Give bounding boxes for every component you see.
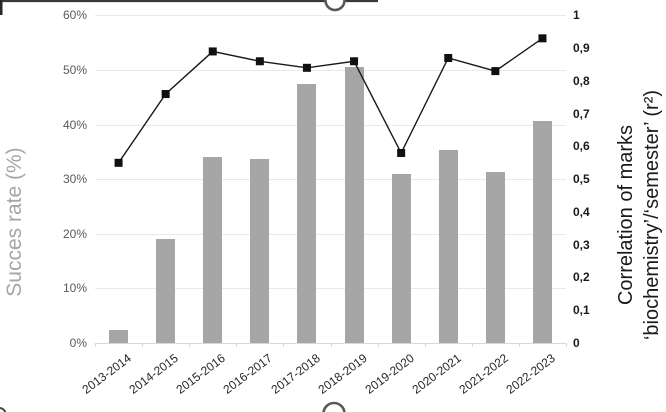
line-marker: [538, 34, 547, 43]
gridline: [95, 288, 566, 290]
bar: [109, 329, 129, 343]
x-axis-tick: [566, 343, 567, 347]
line-marker: [397, 148, 406, 157]
x-axis-label: 2014-2015: [126, 351, 182, 397]
bar: [485, 171, 505, 343]
line-marker: [255, 57, 264, 66]
x-axis-tick: [95, 343, 96, 347]
y-axis-tick-label-left: 30%: [62, 172, 87, 187]
bar: [250, 158, 270, 343]
bar: [391, 173, 411, 343]
y-axis-tick-label-right: 0,1: [573, 303, 590, 318]
frame-bottom-left-mark: [0, 407, 7, 412]
y-axis-tick-label-right: 0,7: [573, 106, 590, 121]
gridline: [95, 233, 566, 235]
selection-handle-top[interactable]: [324, 0, 346, 12]
gridline: [95, 124, 566, 126]
gridline: [95, 70, 566, 71]
x-axis-label: 2021-2022: [456, 351, 511, 397]
x-axis-label: 2013-2014: [79, 351, 134, 397]
x-axis-tick: [330, 343, 332, 347]
x-axis-tick: [189, 343, 191, 347]
y-axis-tick-label-right: 0,2: [573, 270, 590, 285]
gridline: [95, 15, 566, 17]
axis-title-right: Correlation of marks ‘biochemistry’/‘sem…: [613, 25, 666, 405]
x-axis-label: 2022-2023: [503, 351, 558, 397]
x-axis-tick: [236, 343, 238, 347]
x-axis-tick: [424, 343, 426, 347]
x-axis-label: 2020-2021: [409, 351, 464, 397]
axis-title-right-line1: Correlation of marks: [615, 124, 637, 306]
y-axis-tick-label-left: 40%: [62, 117, 87, 132]
y-axis-tick-label-right: 0,5: [573, 172, 590, 187]
y-axis-tick-label-right: 1: [573, 8, 580, 23]
line-marker: [114, 158, 123, 167]
bar: [438, 149, 458, 343]
y-axis-tick-label-right: 0,6: [573, 139, 590, 154]
line-marker: [350, 57, 359, 66]
y-axis-tick-label-left: 20%: [62, 226, 87, 241]
axis-title-left: Succes rate (%): [3, 147, 26, 297]
bar: [532, 120, 552, 343]
x-axis-tick: [283, 343, 285, 347]
bar: [156, 239, 176, 343]
line-marker: [208, 47, 217, 56]
line-marker: [491, 67, 500, 76]
bar: [203, 157, 223, 343]
y-axis-tick-label-left: 0%: [69, 336, 87, 350]
selection-handle-bottom[interactable]: [322, 401, 346, 412]
x-axis-label: 2019-2020: [362, 351, 417, 397]
x-axis-tick: [377, 343, 379, 347]
bar: [297, 83, 317, 343]
frame-corner-mark: [0, 0, 3, 15]
x-axis-label: 2018-2019: [315, 351, 370, 397]
line-series: [117, 37, 543, 164]
x-axis-tick: [471, 343, 473, 347]
x-axis-label: 2017-2018: [268, 351, 323, 397]
x-axis-tick: [518, 343, 520, 347]
axis-title-right-line2: ‘biochemistry’/‘semester’ (r²): [641, 89, 663, 341]
x-axis-label: 2016-2017: [221, 351, 276, 397]
y-axis-tick-label-right: 0,9: [573, 41, 590, 56]
y-axis-tick-label-right: 0: [573, 336, 580, 350]
y-axis-tick-label-right: 0,8: [573, 73, 590, 88]
line-marker: [161, 90, 170, 99]
y-axis-tick-label-right: 0,4: [573, 204, 590, 219]
y-axis-tick-label-left: 60%: [62, 8, 87, 23]
y-axis-tick-label-left: 10%: [62, 281, 87, 296]
y-axis-tick-label-right: 0,3: [573, 237, 590, 252]
bar: [344, 67, 364, 343]
y-axis-tick-label-left: 50%: [62, 63, 87, 77]
gridline: [95, 179, 566, 181]
line-marker: [444, 53, 453, 62]
x-axis-label: 2015-2016: [173, 351, 229, 397]
x-axis-tick: [142, 343, 144, 347]
